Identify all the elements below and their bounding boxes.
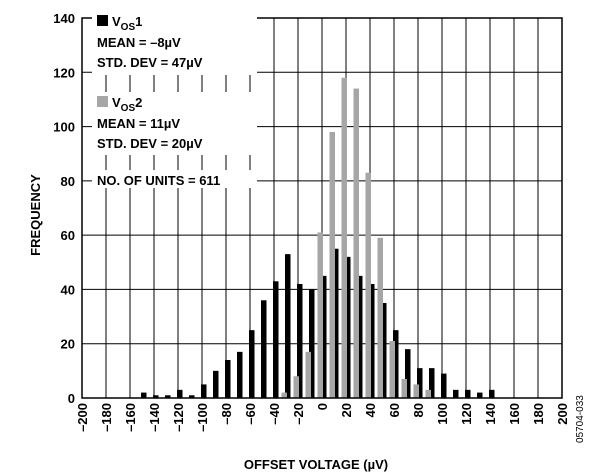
x-tick-label: 0 (315, 403, 330, 410)
legend-label-vos1-main: V (112, 14, 121, 29)
legend-label-vos2-suffix: 2 (135, 95, 142, 110)
x-axis-label: OFFSET VOLTAGE (µV) (244, 457, 388, 472)
bar-vos2 (425, 389, 431, 398)
legend-label-vos2-main: V (112, 95, 121, 110)
y-tick-label: 120 (53, 65, 75, 80)
figure-code: 05704-033 (575, 395, 586, 443)
bar-vos2 (281, 392, 287, 398)
legend-label-vos2: VOS2 (112, 95, 142, 114)
bar-vos2 (353, 88, 359, 399)
bar-vos1 (381, 303, 387, 398)
x-tick-label: 140 (483, 403, 498, 425)
y-axis-label: FREQUENCY (28, 174, 43, 256)
bar-vos2 (401, 379, 407, 398)
bar-vos1 (477, 392, 483, 398)
bar-vos2 (317, 232, 323, 398)
bar-vos1 (297, 284, 303, 398)
x-tick-label: –80 (219, 403, 234, 425)
annotation-vos1-stddev: STD. DEV = 47µV (97, 55, 203, 70)
bar-vos1 (369, 284, 375, 398)
bar-vos1 (309, 289, 315, 398)
bar-vos2 (305, 351, 311, 398)
bar-vos1 (345, 256, 351, 398)
bar-vos1 (489, 389, 495, 398)
plot-frame (81, 17, 563, 399)
legend: VOS1 MEAN = –8µV STD. DEV = 47µV VOS2 ME… (92, 12, 257, 188)
x-tick-label: 20 (339, 403, 354, 417)
bar-vos1 (261, 300, 267, 398)
annotation-vos2-stddev: STD. DEV = 20µV (97, 136, 203, 151)
bars (141, 77, 495, 399)
legend-label-vos1-suffix: 1 (135, 14, 142, 29)
x-tick-label: –100 (195, 403, 210, 432)
bar-vos1 (417, 368, 423, 398)
annotation-units: NO. OF UNITS = 611 (97, 173, 220, 188)
bar-vos1 (453, 389, 459, 398)
bar-vos2 (293, 376, 299, 398)
y-tick-label: 40 (61, 282, 75, 297)
y-tick-label: 80 (61, 174, 75, 189)
bar-vos2 (377, 237, 383, 398)
x-tick-label: 80 (411, 403, 426, 417)
x-tick-label: –140 (147, 403, 162, 432)
bar-vos2 (413, 384, 419, 398)
bar-vos1 (405, 349, 411, 398)
y-tick-label: 20 (61, 337, 75, 352)
bar-vos1 (213, 370, 219, 398)
x-tick-label: 180 (531, 403, 546, 425)
x-tick-label: –160 (123, 403, 138, 432)
x-tick-labels: –200 –180 –160 –140 –120 –100 –80 –60 –40 –20 0 20 4… (75, 403, 570, 432)
bar-vos1 (153, 395, 159, 398)
legend-box-background-3 (92, 170, 257, 188)
legend-label-vos2-sub: OS (121, 103, 136, 114)
y-tick-label: 140 (53, 11, 75, 26)
bar-vos1 (165, 395, 171, 398)
annotation-vos2-mean: MEAN = 11µV (97, 116, 180, 131)
x-tick-label: 40 (363, 403, 378, 417)
legend-label-vos1: VOS1 (112, 14, 142, 33)
bar-vos2 (341, 77, 347, 398)
y-tick-label: 100 (53, 120, 75, 135)
bar-vos1 (189, 395, 195, 398)
legend-label-vos1-sub: OS (121, 22, 136, 33)
legend-swatch-vos1 (97, 15, 108, 26)
legend-box-background-1 (92, 12, 257, 75)
bar-vos1 (393, 330, 399, 398)
bar-vos1 (141, 392, 147, 398)
bar-vos1 (273, 281, 279, 398)
bar-vos1 (177, 389, 183, 398)
x-tick-label: 120 (459, 403, 474, 425)
x-tick-label: –180 (99, 403, 114, 432)
x-tick-label: –40 (267, 403, 282, 425)
x-tick-label: 200 (555, 403, 570, 425)
bar-vos1 (465, 389, 471, 398)
bar-vos1 (285, 254, 291, 398)
bar-vos2 (365, 172, 371, 398)
bar-vos1 (429, 368, 435, 398)
x-tick-label: 100 (435, 403, 450, 425)
bar-vos1 (225, 360, 231, 398)
x-tick-label: 60 (387, 403, 402, 417)
bar-vos1 (237, 351, 243, 398)
annotation-vos1-mean: MEAN = –8µV (97, 35, 181, 50)
x-tick-label: –60 (243, 403, 258, 425)
bar-vos1 (333, 248, 339, 398)
x-tick-label: –200 (75, 403, 90, 432)
bar-vos2 (389, 341, 395, 398)
x-tick-label: –120 (171, 403, 186, 432)
bar-vos1 (249, 330, 255, 398)
bar-vos1 (201, 384, 207, 398)
y-tick-labels: 0 20 40 60 80 100 120 140 (53, 11, 75, 406)
bar-vos1 (321, 275, 327, 398)
bar-vos1 (357, 275, 363, 398)
bar-vos2 (329, 132, 335, 398)
y-tick-label: 0 (68, 391, 75, 406)
legend-box-background-2 (92, 92, 257, 155)
bar-vos1 (441, 373, 447, 398)
legend-swatch-vos2 (97, 96, 108, 107)
x-tick-label: 160 (507, 403, 522, 425)
y-tick-label: 60 (61, 228, 75, 243)
x-tick-label: –20 (291, 403, 306, 425)
